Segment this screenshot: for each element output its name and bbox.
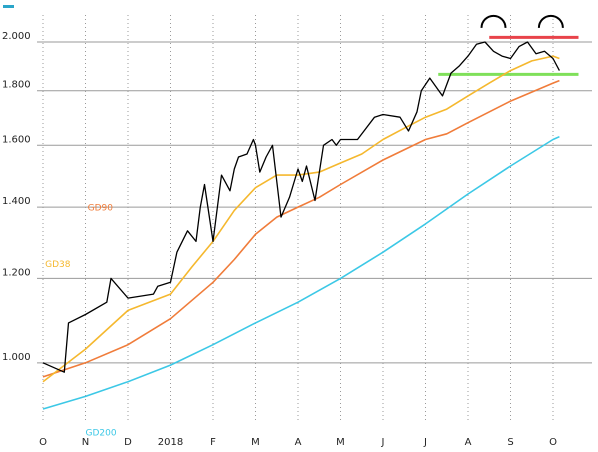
pattern-marks: [480, 14, 564, 28]
gd38-label: GD38: [45, 260, 71, 270]
x-tick-label-11: S: [507, 437, 513, 448]
grid: [37, 15, 592, 420]
x-axis-ticks: O N D 2018 F M A M J J A S O: [39, 437, 557, 448]
gd90-line: [42, 79, 560, 378]
x-tick-label-8: J: [381, 437, 385, 448]
x-tick-label-7: M: [336, 437, 345, 448]
gd38-line: [42, 55, 560, 383]
annotations: GD90 GD38 GD200: [45, 203, 117, 438]
y-tick-label-4: 1.800: [2, 80, 31, 91]
y-tick-label-1: 1.200: [2, 267, 31, 278]
x-tick-label-10: A: [465, 437, 472, 448]
x-tick-label-9: J: [423, 437, 427, 448]
y-axis-ticks: 1.000 1.200 1.400 1.600 1.800 2.000: [2, 31, 31, 363]
x-tick-label-1: N: [82, 437, 89, 448]
x-tick-label-0: O: [39, 437, 47, 448]
y-tick-label-0: 1.000: [2, 352, 31, 363]
x-tick-label-3: 2018: [158, 437, 183, 448]
gd200-line: [42, 135, 560, 410]
y-tick-label-3: 1.600: [2, 134, 31, 145]
gd200-label: GD200: [86, 428, 117, 438]
series-group: [42, 41, 560, 410]
y-tick-label-5: 2.000: [2, 31, 31, 42]
horizontal-levels: [438, 35, 579, 76]
x-tick-label-6: A: [295, 437, 302, 448]
x-tick-label-5: M: [251, 437, 260, 448]
gd90-label: GD90: [88, 203, 114, 213]
x-tick-label-12: O: [549, 437, 557, 448]
y-tick-label-2: 1.400: [2, 196, 31, 207]
arc-mark-top-2: [537, 14, 564, 28]
arc-mark-top-1: [480, 14, 507, 28]
x-tick-label-4: F: [210, 437, 216, 448]
corner-marker: [3, 5, 14, 8]
price-line: [42, 41, 560, 373]
x-tick-label-2: D: [124, 437, 132, 448]
